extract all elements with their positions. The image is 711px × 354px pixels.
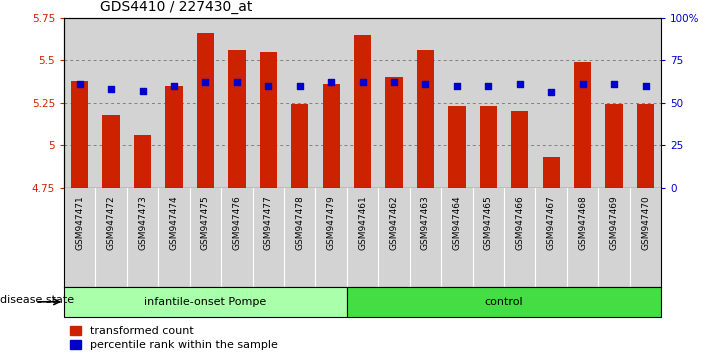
Point: [74, 81, 85, 87]
Text: GSM947479: GSM947479: [326, 195, 336, 250]
Point: [483, 83, 494, 88]
Text: GSM947465: GSM947465: [484, 195, 493, 250]
FancyBboxPatch shape: [347, 287, 661, 317]
Bar: [542, 157, 560, 188]
Point: [545, 90, 557, 95]
Point: [231, 79, 242, 85]
Bar: [95, 18, 127, 188]
Bar: [448, 106, 466, 188]
Point: [326, 79, 337, 85]
Point: [137, 88, 149, 93]
Bar: [442, 18, 473, 188]
Bar: [190, 18, 221, 188]
Text: GSM947471: GSM947471: [75, 195, 84, 250]
Bar: [354, 35, 371, 188]
Text: infantile-onset Pompe: infantile-onset Pompe: [144, 297, 267, 307]
Bar: [473, 18, 504, 188]
Bar: [221, 18, 252, 188]
Text: GSM947468: GSM947468: [578, 195, 587, 250]
Text: GDS4410 / 227430_at: GDS4410 / 227430_at: [100, 0, 252, 14]
Text: GSM947476: GSM947476: [232, 195, 241, 250]
Text: GSM947462: GSM947462: [390, 195, 399, 250]
Bar: [574, 62, 592, 188]
Point: [419, 81, 431, 87]
Bar: [630, 18, 661, 188]
Bar: [284, 18, 316, 188]
Point: [200, 79, 211, 85]
Text: GSM947470: GSM947470: [641, 195, 650, 250]
Bar: [71, 81, 88, 188]
Bar: [410, 18, 442, 188]
Bar: [159, 18, 190, 188]
Text: GSM947474: GSM947474: [169, 195, 178, 250]
Point: [388, 79, 400, 85]
Bar: [127, 18, 159, 188]
Bar: [385, 77, 402, 188]
Bar: [316, 18, 347, 188]
Bar: [252, 18, 284, 188]
Bar: [197, 33, 214, 188]
Text: disease state: disease state: [0, 295, 74, 305]
Point: [640, 83, 651, 88]
FancyBboxPatch shape: [64, 287, 347, 317]
Bar: [511, 111, 528, 188]
Bar: [64, 18, 95, 188]
Bar: [599, 18, 630, 188]
Text: control: control: [485, 297, 523, 307]
Bar: [166, 86, 183, 188]
Point: [609, 81, 620, 87]
Text: GSM947461: GSM947461: [358, 195, 367, 250]
Bar: [480, 106, 497, 188]
Point: [577, 81, 588, 87]
Point: [105, 86, 117, 92]
Bar: [535, 18, 567, 188]
Point: [169, 83, 180, 88]
Text: GSM947464: GSM947464: [452, 195, 461, 250]
Text: GSM947463: GSM947463: [421, 195, 430, 250]
Bar: [504, 18, 535, 188]
Bar: [323, 84, 340, 188]
Bar: [378, 18, 410, 188]
Bar: [637, 104, 654, 188]
Text: GSM947472: GSM947472: [107, 195, 116, 250]
Bar: [228, 50, 245, 188]
Text: GSM947478: GSM947478: [295, 195, 304, 250]
Bar: [347, 18, 378, 188]
Point: [514, 81, 525, 87]
Point: [294, 83, 306, 88]
Bar: [134, 135, 151, 188]
Bar: [102, 115, 119, 188]
Legend: transformed count, percentile rank within the sample: transformed count, percentile rank withi…: [70, 326, 277, 350]
Text: GSM947467: GSM947467: [547, 195, 556, 250]
Bar: [417, 50, 434, 188]
Text: GSM947477: GSM947477: [264, 195, 273, 250]
Bar: [606, 104, 623, 188]
Bar: [291, 104, 309, 188]
Point: [262, 83, 274, 88]
Text: GSM947475: GSM947475: [201, 195, 210, 250]
Bar: [567, 18, 599, 188]
Text: GSM947466: GSM947466: [515, 195, 524, 250]
Point: [451, 83, 463, 88]
Bar: [260, 52, 277, 188]
Text: GSM947469: GSM947469: [609, 195, 619, 250]
Point: [357, 79, 368, 85]
Text: GSM947473: GSM947473: [138, 195, 147, 250]
